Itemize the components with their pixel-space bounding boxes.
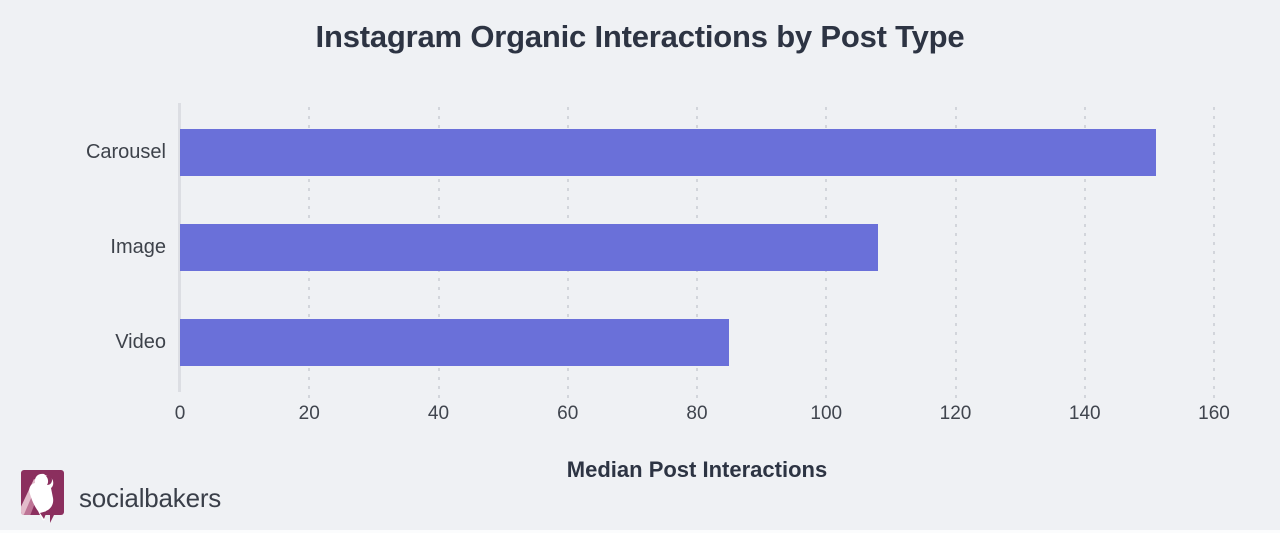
x-tick-label: 120: [939, 403, 972, 424]
x-axis-title: Median Post Interactions: [566, 457, 828, 482]
x-tick-label: 160: [1198, 403, 1230, 424]
bar-row: Image: [0, 200, 1214, 295]
bar-row: Video: [0, 295, 1214, 390]
chart-title: Instagram Organic Interactions by Post T…: [315, 19, 965, 54]
chart-plot: Carousel Image Video: [86, 103, 1215, 400]
x-tick-label: 60: [557, 403, 579, 424]
bar-track: [180, 295, 1214, 390]
x-tick-label: 100: [810, 403, 843, 424]
x-tick-label: 20: [298, 403, 320, 424]
bar-image: [180, 224, 878, 271]
bar-track: [180, 105, 1214, 200]
socialbakers-logo-icon: [21, 470, 64, 523]
bottom-edge-strip: [0, 530, 1280, 533]
gridline-x-140: [1083, 107, 1086, 400]
x-axis-ticks: 0 20 40 60 80 100 120 140 160: [175, 403, 1230, 427]
bar-row: Carousel: [0, 105, 1214, 200]
y-axis-line: [178, 103, 181, 392]
brand-name: socialbakers: [79, 482, 222, 513]
gridline-x-120: [954, 107, 957, 400]
x-tick-label: 40: [427, 403, 450, 424]
bar-rows: Carousel Image Video: [0, 105, 1214, 390]
category-label: Image: [110, 236, 166, 258]
x-tick-label: 0: [174, 403, 186, 424]
category-label: Video: [115, 331, 166, 353]
category-label: Carousel: [85, 141, 166, 163]
bar-track: [180, 200, 1214, 295]
gridline-x-160: [1213, 107, 1215, 400]
x-tick-label: 140: [1068, 403, 1101, 424]
bar-carousel: [180, 129, 1156, 176]
x-tick-label: 80: [686, 403, 708, 424]
bar-video: [180, 319, 730, 366]
brand-footer: socialbakers: [20, 467, 221, 527]
